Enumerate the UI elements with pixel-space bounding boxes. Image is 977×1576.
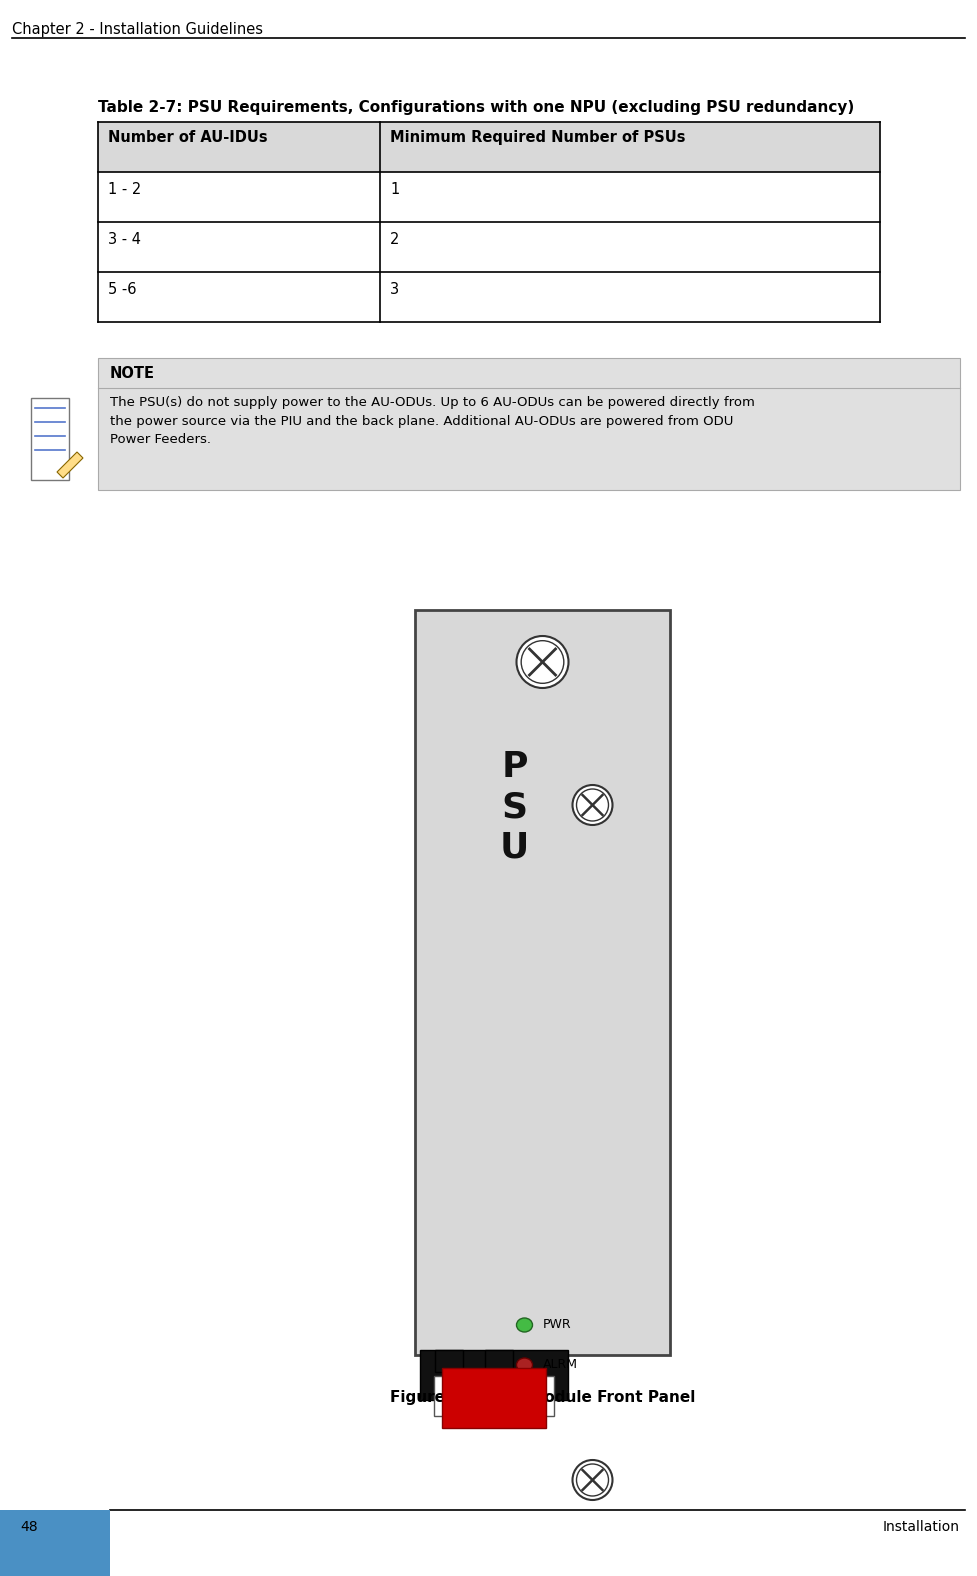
Text: P: P [501, 750, 528, 783]
Bar [31, 399, 69, 481]
Text: 2: 2 [390, 232, 400, 247]
Ellipse shape [517, 1318, 532, 1332]
Circle shape [573, 785, 613, 824]
Bar [98, 358, 960, 490]
Polygon shape [420, 1385, 568, 1399]
Bar [415, 610, 670, 1355]
Bar [98, 121, 880, 172]
Text: ALRM: ALRM [542, 1359, 577, 1371]
Text: Figure 2-8: PSU Module Front Panel: Figure 2-8: PSU Module Front Panel [390, 1390, 696, 1404]
Text: U: U [500, 831, 530, 864]
Text: PWR: PWR [542, 1319, 572, 1332]
Bar [434, 1376, 554, 1415]
Circle shape [517, 637, 569, 689]
Bar [420, 1351, 568, 1399]
Text: Chapter 2 - Installation Guidelines: Chapter 2 - Installation Guidelines [12, 22, 263, 36]
Polygon shape [57, 452, 83, 478]
Text: Table 2-7: PSU Requirements, Configurations with one NPU (excluding PSU redundan: Table 2-7: PSU Requirements, Configurati… [98, 99, 854, 115]
Bar [435, 1351, 463, 1373]
Text: 5 -6: 5 -6 [108, 282, 137, 296]
Text: Minimum Required Number of PSUs: Minimum Required Number of PSUs [390, 129, 686, 145]
Text: The PSU(s) do not supply power to the AU-ODUs. Up to 6 AU-ODUs can be powered di: The PSU(s) do not supply power to the AU… [110, 396, 755, 446]
Text: 3: 3 [390, 282, 400, 296]
Bar [485, 1351, 513, 1373]
Text: S: S [501, 790, 528, 824]
Text: 1 - 2: 1 - 2 [108, 181, 142, 197]
Bar [98, 121, 880, 322]
Text: Number of AU-IDUs: Number of AU-IDUs [108, 129, 268, 145]
Text: 1: 1 [390, 181, 400, 197]
Text: NOTE: NOTE [110, 366, 155, 381]
Bar [0, 1510, 110, 1576]
Text: Installation: Installation [883, 1519, 960, 1533]
Bar [442, 1368, 546, 1428]
Text: 3 - 4: 3 - 4 [108, 232, 141, 247]
Circle shape [573, 1459, 613, 1500]
Text: 48: 48 [20, 1519, 38, 1533]
Ellipse shape [517, 1359, 532, 1373]
